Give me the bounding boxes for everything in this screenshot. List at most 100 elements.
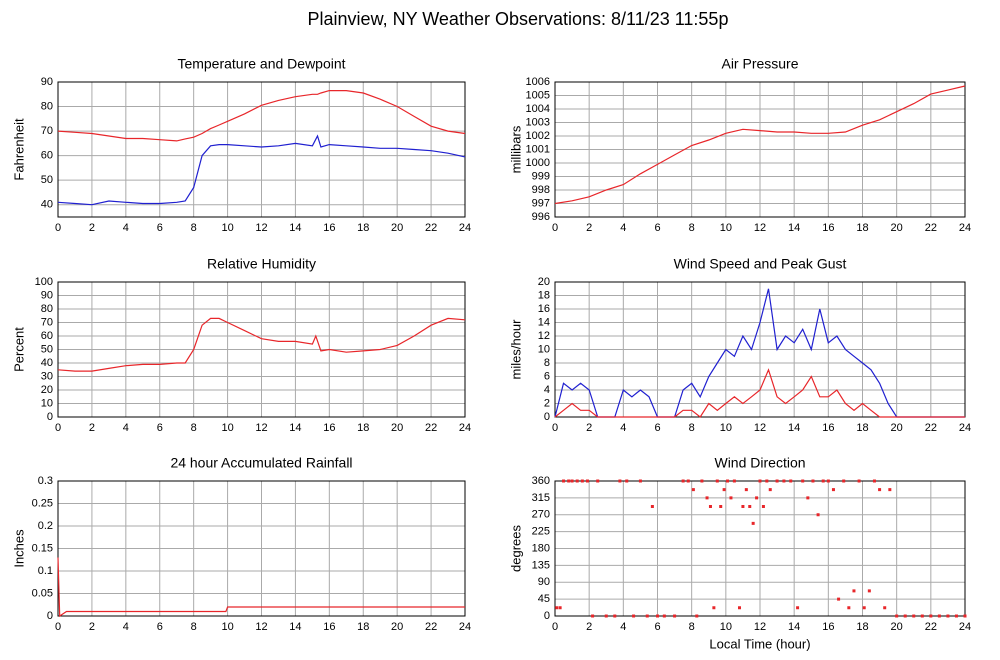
- x-tick-label: 4: [123, 222, 129, 234]
- data-point: [826, 479, 830, 483]
- panel-title: Temperature and Dewpoint: [177, 56, 345, 72]
- x-tick-label: 6: [654, 222, 660, 234]
- y-tick-label: 50: [41, 343, 53, 355]
- x-tick-label: 4: [123, 621, 129, 633]
- data-line: [57, 317, 466, 372]
- data-point: [708, 505, 712, 508]
- x-tick-label: 14: [289, 422, 301, 434]
- data-point: [895, 614, 899, 618]
- y-tick-label: 997: [532, 197, 550, 209]
- x-tick-label: 10: [720, 222, 732, 234]
- data-point: [645, 614, 649, 618]
- x-tick-label: 18: [357, 621, 369, 633]
- x-tick-label: 22: [425, 621, 437, 633]
- data-point: [691, 488, 695, 492]
- x-tick-label: 4: [620, 222, 626, 234]
- x-tick-label: 20: [391, 621, 403, 633]
- y-tick-label: 16: [538, 303, 550, 315]
- y-tick-label: 1006: [526, 76, 550, 88]
- x-tick-label: 18: [856, 222, 868, 234]
- y-tick-label: 70: [41, 125, 53, 137]
- x-tick-label: 10: [720, 422, 732, 434]
- y-tick-label: 998: [532, 184, 550, 196]
- x-tick-label: 18: [357, 222, 369, 234]
- y-tick-label: 0.3: [38, 475, 53, 487]
- x-tick-label: 16: [822, 422, 834, 434]
- data-point: [585, 479, 589, 483]
- data-point: [591, 614, 595, 618]
- x-tick-label: 12: [255, 621, 267, 633]
- data-point: [604, 614, 608, 618]
- y-tick-label: 10: [41, 397, 53, 409]
- x-tick-label: 20: [891, 422, 903, 434]
- y-tick-label: 50: [41, 174, 53, 186]
- x-tick-label: 20: [391, 222, 403, 234]
- x-tick-label: 16: [323, 422, 335, 434]
- y-tick-label: 270: [532, 509, 550, 521]
- y-tick-label: 315: [532, 492, 550, 504]
- x-tick-label: 8: [689, 222, 695, 234]
- y-tick-label: 60: [41, 330, 53, 342]
- data-point: [821, 479, 825, 483]
- data-line: [57, 557, 465, 618]
- y-tick-label: 1004: [526, 103, 550, 115]
- y-axis-label: degrees: [508, 525, 523, 572]
- y-tick-label: 1003: [526, 116, 550, 128]
- data-point: [842, 479, 846, 483]
- data-point: [946, 614, 950, 618]
- x-tick-label: 2: [89, 422, 95, 434]
- x-tick-label: 0: [552, 222, 558, 234]
- y-tick-label: 0.1: [38, 565, 53, 577]
- data-point: [738, 606, 741, 610]
- y-tick-label: 0: [544, 610, 550, 622]
- x-tick-label: 24: [459, 422, 471, 434]
- panel-title: Wind Direction: [714, 455, 805, 471]
- data-point: [596, 479, 600, 483]
- x-tick-label: 12: [754, 222, 766, 234]
- data-point: [929, 614, 933, 618]
- data-point: [555, 606, 559, 610]
- y-tick-label: 0.2: [38, 520, 53, 532]
- data-point: [722, 488, 726, 492]
- x-tick-label: 6: [654, 422, 660, 434]
- x-tick-label: 20: [891, 222, 903, 234]
- data-point: [796, 606, 800, 610]
- data-point: [811, 479, 815, 483]
- x-tick-label: 8: [191, 222, 197, 234]
- x-tick-label: 12: [255, 422, 267, 434]
- x-axis-label: Local Time (hour): [709, 636, 810, 651]
- y-tick-label: 0: [47, 411, 53, 423]
- data-point: [775, 479, 779, 483]
- data-point: [686, 479, 690, 483]
- data-point: [862, 606, 866, 610]
- x-tick-label: 12: [255, 222, 267, 234]
- panel-title: Relative Humidity: [207, 256, 316, 272]
- y-axis-label: Fahrenheit: [11, 118, 26, 181]
- x-tick-label: 16: [822, 222, 834, 234]
- x-tick-label: 6: [157, 422, 163, 434]
- y-tick-label: 20: [41, 384, 53, 396]
- data-point: [719, 505, 723, 508]
- y-tick-label: 0: [47, 610, 53, 622]
- x-tick-label: 22: [925, 222, 937, 234]
- x-tick-label: 14: [289, 222, 301, 234]
- y-tick-label: 1001: [526, 143, 550, 155]
- y-tick-label: 14: [538, 316, 550, 328]
- x-tick-label: 14: [788, 422, 800, 434]
- data-point: [852, 589, 856, 593]
- x-tick-label: 2: [586, 222, 592, 234]
- x-tick-label: 24: [959, 621, 971, 633]
- y-tick-label: 12: [538, 330, 550, 342]
- data-point: [570, 479, 574, 483]
- y-tick-label: 2: [544, 397, 550, 409]
- x-tick-label: 10: [221, 222, 233, 234]
- data-point: [912, 614, 916, 618]
- data-point: [888, 488, 892, 492]
- data-point: [558, 606, 562, 610]
- data-point: [580, 479, 584, 483]
- data-point: [632, 614, 636, 618]
- data-point: [816, 513, 820, 517]
- y-tick-label: 60: [41, 150, 53, 162]
- x-tick-label: 14: [788, 621, 800, 633]
- panel-title: 24 hour Accumulated Rainfall: [170, 455, 352, 471]
